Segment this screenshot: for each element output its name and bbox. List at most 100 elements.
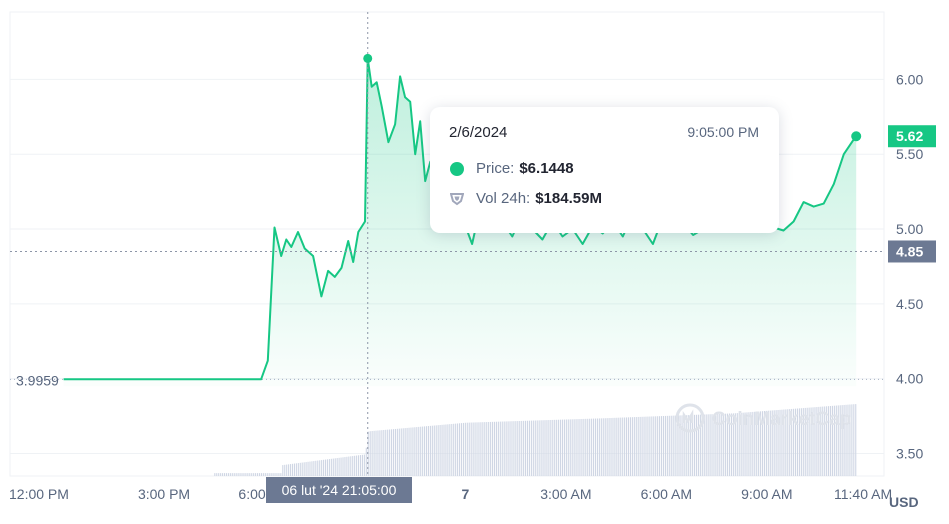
volume-bar — [536, 420, 538, 476]
volume-bar — [626, 417, 628, 476]
y-tick-label: 6.00 — [896, 71, 923, 87]
volume-bar — [695, 414, 698, 476]
volume-bar — [330, 458, 332, 476]
volume-bar — [684, 415, 686, 476]
volume-bar — [763, 411, 766, 476]
volume-bar — [639, 416, 641, 476]
volume-bar — [558, 419, 560, 476]
volume-bar — [600, 418, 602, 476]
volume-bar — [701, 414, 703, 476]
volume-bar — [746, 412, 748, 476]
volume-bar — [503, 421, 505, 476]
volume-bar — [385, 429, 387, 476]
volume-bar — [216, 473, 218, 476]
volume-bar — [495, 421, 497, 476]
plot-frame — [9, 11, 885, 477]
volume-bar — [400, 428, 402, 476]
volume-bar — [429, 425, 431, 476]
volume-bar — [369, 431, 371, 476]
volume-bar — [812, 407, 814, 476]
volume-bar — [251, 473, 253, 476]
volume-bar — [585, 418, 587, 476]
volume-bar — [715, 414, 717, 476]
volume-bar — [416, 427, 418, 476]
volume-bar — [258, 473, 261, 476]
volume-bar — [783, 409, 785, 476]
volume-bar — [377, 430, 379, 476]
volume-bar — [243, 473, 245, 476]
volume-bar — [540, 420, 542, 476]
currency-label: USD — [889, 494, 919, 510]
volume-bar — [855, 404, 857, 476]
volume-bar — [474, 422, 476, 476]
coinmarketcap-logo-icon — [675, 403, 705, 433]
volume-bar — [622, 417, 624, 476]
volume-bar — [767, 410, 769, 476]
volume-bar — [286, 464, 288, 476]
volume-bar — [589, 418, 591, 476]
volume-bar — [593, 418, 595, 476]
volume-bar — [802, 408, 804, 476]
tooltip-price-row: Price: $6.1448 — [450, 160, 574, 177]
volume-bar — [789, 409, 791, 476]
volume-bar — [824, 406, 826, 476]
volume-bar — [301, 462, 303, 476]
volume-bar — [424, 426, 426, 476]
volume-bar — [577, 419, 579, 476]
x-tick-label: 12:00 PM — [9, 486, 69, 502]
volume-bar — [256, 473, 259, 476]
volume-bar — [470, 422, 472, 476]
volume-bar — [713, 414, 715, 476]
volume-bar — [699, 414, 701, 476]
volume-bar — [363, 454, 365, 476]
x-tick-label: 3:00 AM — [540, 486, 591, 502]
volume-bar — [464, 422, 466, 476]
volume-bar — [550, 419, 552, 476]
volume-bar — [703, 414, 705, 476]
volume-bar — [249, 473, 251, 476]
volume-bar — [451, 423, 453, 476]
volume-bar — [822, 406, 824, 476]
volume-bar — [723, 413, 725, 476]
volume-bar — [793, 408, 795, 476]
volume-bar — [804, 407, 806, 476]
volume-bar — [761, 411, 764, 476]
price-dot-icon — [450, 161, 464, 176]
volume-bar — [402, 428, 404, 476]
volume-bar — [262, 473, 264, 476]
volume-bar — [437, 425, 439, 476]
volume-bar — [651, 416, 653, 476]
volume-bar — [627, 417, 630, 476]
volume-bar — [573, 419, 575, 476]
volume-bar — [346, 456, 348, 476]
volume-bar — [777, 409, 779, 476]
volume-bar — [697, 414, 699, 476]
volume-bar — [266, 473, 268, 476]
volume-bar — [381, 430, 383, 476]
volume-bar — [414, 427, 416, 476]
volume-bar — [693, 414, 696, 476]
volume-bar — [490, 421, 492, 476]
volume-bar — [313, 461, 315, 476]
volume-bar — [561, 419, 564, 476]
volume-bar — [742, 412, 744, 476]
volume-bar — [270, 473, 272, 476]
crosshair-time-badge — [266, 477, 412, 503]
volume-bar — [635, 417, 637, 476]
volume-bar — [556, 419, 558, 476]
volume-bar — [818, 406, 820, 476]
y-tick-label: 4.50 — [896, 296, 923, 312]
volume-bar — [342, 457, 344, 476]
volume-bar — [532, 420, 534, 476]
volume-bar — [849, 404, 851, 476]
volume-bar — [379, 430, 381, 476]
volume-bar — [711, 414, 713, 476]
volume-bar — [771, 410, 773, 476]
volume-bar — [422, 426, 424, 476]
volume-bar — [398, 428, 400, 476]
volume-bar — [841, 405, 843, 476]
volume-bar — [237, 473, 239, 476]
x-tick-label: 3:00 PM — [138, 486, 190, 502]
volume-bar — [839, 405, 841, 476]
